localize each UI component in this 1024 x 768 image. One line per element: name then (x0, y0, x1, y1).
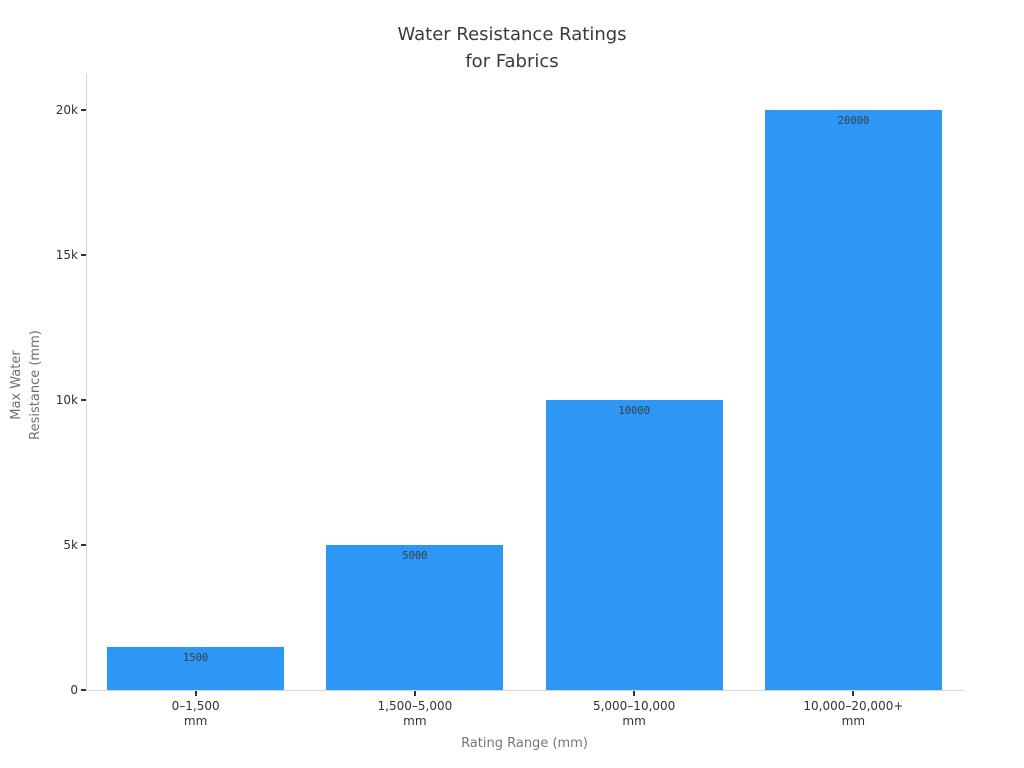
x-tick-label-unit: mm (403, 714, 427, 728)
y-tick-label: 10k (55, 393, 78, 407)
x-tick-mark (633, 691, 636, 696)
y-tick-mark (81, 399, 86, 401)
bar-value-label: 20000 (837, 115, 870, 127)
x-tick-label-range: 10,000–20,000+ (803, 699, 904, 713)
x-tick-mark (413, 691, 416, 696)
y-tick-label: 15k (55, 248, 78, 262)
y-axis-title: Max Water Resistance (mm) (7, 330, 45, 440)
x-axis-title: Rating Range (mm) (461, 736, 588, 751)
y-tick-mark (81, 689, 86, 691)
chart-title: Water Resistance Ratings for Fabrics (0, 21, 1024, 75)
bar-value-label: 5000 (402, 550, 428, 562)
y-tick-label: 20k (55, 103, 78, 117)
y-tick-label: 5k (63, 538, 78, 552)
x-tick-mark (852, 691, 855, 696)
y-axis-title-line1: Max Water (9, 350, 24, 420)
x-tick-label: 1,500–5,000 mm (378, 699, 453, 729)
x-tick-label: 0–1,500 mm (172, 699, 220, 729)
bar-value-label: 1500 (182, 651, 209, 664)
bar-4: 20000 (764, 110, 942, 690)
bar-value-label: 10000 (618, 405, 650, 417)
x-axis-line (86, 690, 964, 691)
y-tick-mark (81, 254, 86, 256)
x-tick-label-range: 0–1,500 (171, 699, 220, 713)
chart-title-line2: for Fabrics (465, 51, 559, 72)
chart-title-line1: Water Resistance Ratings (397, 24, 627, 45)
x-tick-label-unit: mm (841, 714, 866, 728)
y-axis-line (86, 73, 87, 690)
y-axis-title-line2: Resistance (mm) (28, 330, 43, 440)
bar-3: 10000 (545, 400, 723, 690)
x-tick-label: 10,000–20,000+ mm (803, 699, 903, 729)
x-tick-label-unit: mm (622, 714, 646, 728)
x-tick-label-unit: mm (183, 714, 208, 728)
y-tick-mark (81, 544, 86, 546)
x-tick-label: 5,000–10,000 mm (593, 699, 675, 729)
x-tick-label-range: 5,000–10,000 (592, 699, 676, 713)
bar-2: 5000 (326, 545, 504, 690)
x-tick-mark (194, 691, 197, 696)
bar-1: 1500 (107, 646, 285, 690)
y-tick-mark (81, 109, 86, 111)
x-tick-label-range: 1,500–5,000 (377, 699, 453, 713)
y-tick-label: 0 (70, 683, 78, 697)
